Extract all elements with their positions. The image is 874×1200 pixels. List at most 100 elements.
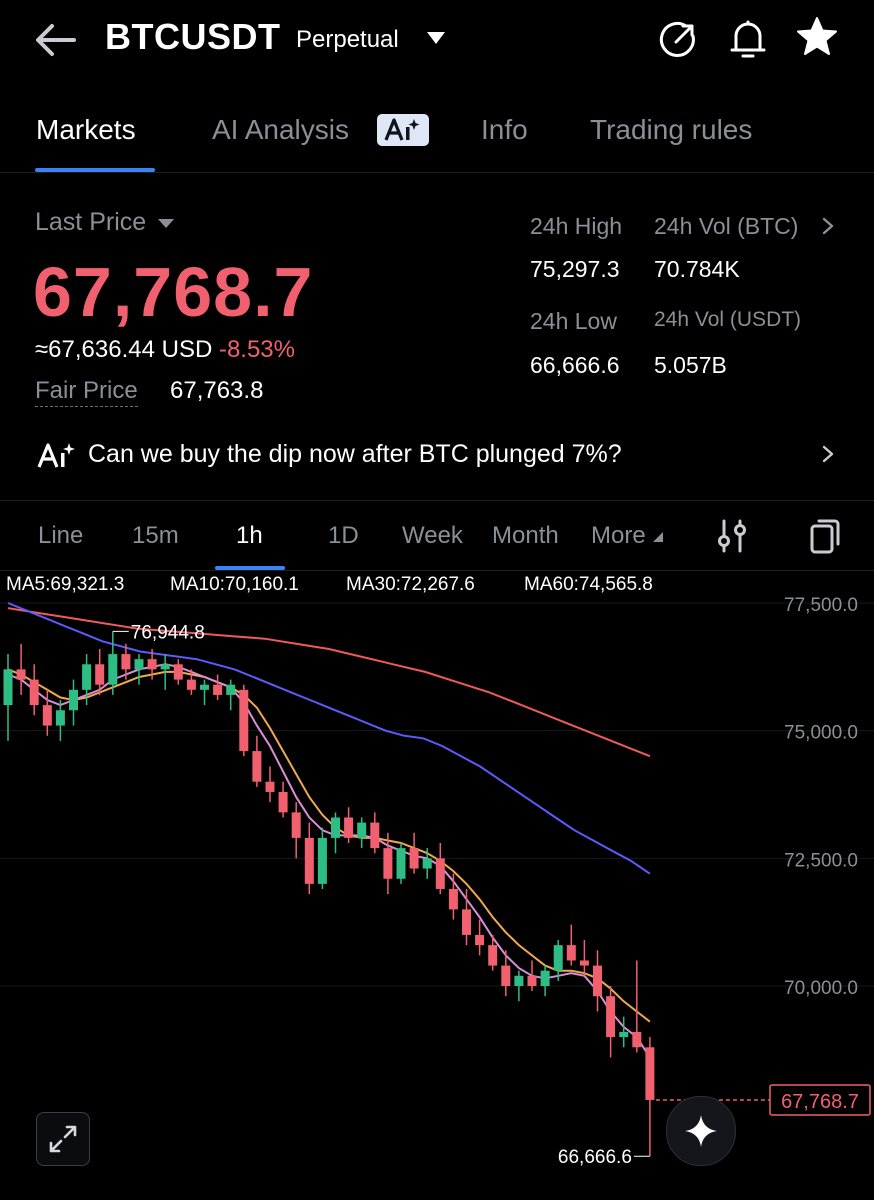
candle-body — [357, 822, 367, 838]
candle-body — [55, 710, 65, 726]
contract-type[interactable]: Perpetual — [296, 26, 399, 53]
current-price-tag — [769, 1084, 871, 1116]
candle-body — [121, 654, 131, 670]
expand-chart-button[interactable] — [36, 1112, 90, 1166]
candle-body — [291, 812, 301, 838]
ma10-label: MA10:70,160.1 — [170, 574, 299, 595]
tf-more-label: More — [591, 522, 646, 549]
y-tick-label: 75,000.0 — [784, 723, 858, 744]
expand-icon — [49, 1125, 77, 1153]
candle-body — [82, 664, 92, 690]
high-24h-label: 24h High — [530, 213, 623, 239]
chevron-right-icon — [822, 217, 834, 235]
ma5-line — [7, 663, 651, 1059]
ma5-label: MA5:69,321.3 — [6, 574, 125, 595]
candle-body — [186, 679, 196, 690]
vol-btc-label[interactable]: 24h Vol (BTC) — [654, 213, 799, 239]
fair-price-label[interactable]: Fair Price — [35, 377, 138, 407]
candle-body — [619, 1031, 629, 1038]
candle-body — [95, 664, 105, 685]
candle-body — [422, 858, 432, 869]
share-button[interactable] — [656, 18, 700, 62]
candle-body — [435, 858, 445, 889]
low-marker-label: 66,666.6 — [558, 1147, 632, 1168]
ai-badge — [377, 114, 429, 146]
star-icon — [797, 17, 837, 55]
ma30-label: MA30:72,267.6 — [346, 574, 475, 595]
last-price: 67,768.7 — [33, 253, 314, 331]
ma60-line — [7, 607, 651, 758]
ai-banner[interactable]: Can we buy the dip now after BTC plunged… — [0, 425, 874, 485]
last-price-label-text: Last Price — [35, 208, 147, 236]
candle-body — [527, 975, 537, 986]
symbol-dropdown[interactable] — [424, 28, 448, 53]
layout-toggle-button[interactable] — [808, 516, 842, 556]
vol-usdt-value: 5.057B — [654, 352, 727, 378]
candle-body — [488, 945, 498, 966]
back-arrow-icon — [36, 24, 76, 56]
favorite-button[interactable] — [794, 14, 840, 60]
change-percent: -8.53% — [218, 336, 295, 363]
vol-btc-value: 70.784K — [654, 256, 740, 282]
timeframe-divider — [0, 570, 874, 571]
tf-week[interactable]: Week — [402, 522, 463, 549]
ma10-line — [7, 668, 651, 1023]
candlestick-chart[interactable]: 77,500.0 75,000.0 72,500.0 70,000.0 76,944.8… — [0, 570, 874, 1200]
candle-body — [514, 975, 524, 986]
sparkle-icon — [685, 1115, 717, 1147]
candle-body — [579, 960, 589, 966]
last-price-label[interactable]: Last Price — [35, 208, 175, 237]
candle-body — [239, 689, 249, 752]
caret-down-icon — [158, 219, 175, 229]
tf-line[interactable]: Line — [38, 522, 84, 549]
banner-divider — [0, 500, 874, 501]
share-icon — [659, 21, 695, 57]
tab-markets[interactable]: Markets — [36, 114, 136, 145]
tab-ai-analysis[interactable]: AI Analysis — [212, 114, 349, 145]
layout-icon — [810, 519, 840, 554]
candle-body — [108, 654, 118, 685]
tf-1d[interactable]: 1D — [328, 522, 359, 549]
stats-chevron[interactable] — [820, 216, 836, 241]
candle-body — [501, 965, 511, 986]
tf-month[interactable]: Month — [492, 522, 559, 549]
ma30-line — [7, 602, 651, 875]
usd-equivalent-line: ≈67,636.44 USD -8.53% — [35, 336, 295, 364]
ma60-label: MA60:74,565.8 — [524, 574, 653, 595]
tf-more[interactable]: More — [591, 522, 664, 550]
candle-body — [278, 791, 288, 813]
candle-body — [593, 965, 602, 997]
high-24h-value: 75,297.3 — [530, 256, 620, 282]
candle-body — [462, 909, 471, 935]
candle-body — [173, 664, 183, 680]
candle-body — [383, 848, 393, 879]
candle-body — [632, 1031, 642, 1048]
candle-body — [396, 848, 406, 879]
candle-body — [317, 837, 327, 884]
fair-price-value: 67,763.8 — [170, 377, 264, 404]
candle-body — [540, 970, 550, 986]
candle-body — [213, 684, 223, 695]
alert-button[interactable] — [726, 16, 770, 62]
tab-info[interactable]: Info — [481, 114, 528, 145]
symbol-title[interactable]: BTCUSDT — [105, 16, 281, 57]
tab-trading-rules[interactable]: Trading rules — [590, 114, 753, 145]
indicator-settings-button[interactable] — [716, 518, 748, 554]
low-24h-label: 24h Low — [530, 308, 617, 334]
candle-body — [344, 817, 354, 838]
tf-15m[interactable]: 15m — [132, 522, 179, 549]
candle-body — [160, 664, 170, 670]
low-24h-value: 66,666.6 — [530, 352, 620, 378]
candle-body — [475, 934, 485, 946]
active-timeframe-indicator — [215, 566, 285, 570]
candle-body — [252, 751, 262, 782]
ai-assistant-button[interactable] — [666, 1096, 736, 1166]
candle-body — [304, 837, 314, 884]
tf-1h[interactable]: 1h — [236, 522, 263, 549]
chevron-down-icon — [427, 32, 445, 44]
candle-body — [69, 689, 78, 711]
usd-equivalent: ≈67,636.44 USD — [35, 336, 213, 363]
back-button[interactable] — [30, 18, 80, 62]
ai-sparkle-icon — [384, 118, 420, 141]
candle-body — [29, 679, 39, 706]
